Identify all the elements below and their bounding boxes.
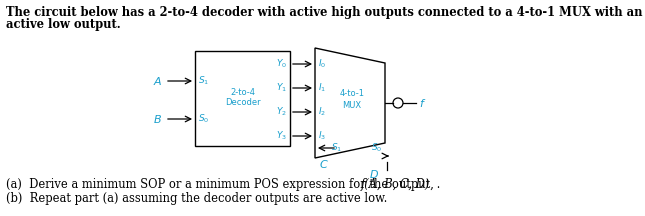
Text: $D$: $D$ bbox=[369, 168, 379, 180]
Text: MUX: MUX bbox=[342, 100, 362, 110]
Text: Decoder: Decoder bbox=[224, 98, 261, 107]
Text: 4-to-1: 4-to-1 bbox=[339, 89, 364, 97]
Text: (a)  Derive a minimum SOP or a minimum POS expression for the output,: (a) Derive a minimum SOP or a minimum PO… bbox=[6, 178, 437, 191]
Text: $f$: $f$ bbox=[419, 97, 426, 109]
Text: (b)  Repeat part (a) assuming the decoder outputs are active low.: (b) Repeat part (a) assuming the decoder… bbox=[6, 192, 388, 205]
Text: $S_0$: $S_0$ bbox=[198, 113, 210, 125]
Text: 2-to-4: 2-to-4 bbox=[230, 88, 255, 97]
Text: $B$: $B$ bbox=[153, 113, 162, 125]
Text: $S_1$: $S_1$ bbox=[331, 141, 342, 154]
Text: $Y_2$: $Y_2$ bbox=[276, 106, 287, 118]
Text: $C$: $C$ bbox=[319, 158, 329, 170]
Text: $I_2$: $I_2$ bbox=[318, 106, 326, 118]
Text: $I_0$: $I_0$ bbox=[318, 58, 326, 70]
Text: $I_1$: $I_1$ bbox=[318, 82, 326, 94]
Bar bbox=[195, 51, 290, 146]
Text: $S_1$: $S_1$ bbox=[198, 75, 209, 87]
Text: .: . bbox=[433, 178, 441, 191]
Text: $I_3$: $I_3$ bbox=[318, 130, 326, 142]
Text: $S_0$: $S_0$ bbox=[371, 141, 382, 154]
Text: $Y_1$: $Y_1$ bbox=[276, 82, 287, 94]
Text: active low output.: active low output. bbox=[6, 18, 121, 31]
Text: f(A, B, C, D): f(A, B, C, D) bbox=[361, 178, 430, 191]
Text: $Y_3$: $Y_3$ bbox=[276, 130, 287, 142]
Text: The circuit below has a 2-to-4 decoder with active high outputs connected to a 4: The circuit below has a 2-to-4 decoder w… bbox=[6, 6, 642, 19]
Text: $A$: $A$ bbox=[153, 75, 162, 87]
Polygon shape bbox=[315, 48, 385, 158]
Text: $Y_0$: $Y_0$ bbox=[276, 58, 287, 70]
